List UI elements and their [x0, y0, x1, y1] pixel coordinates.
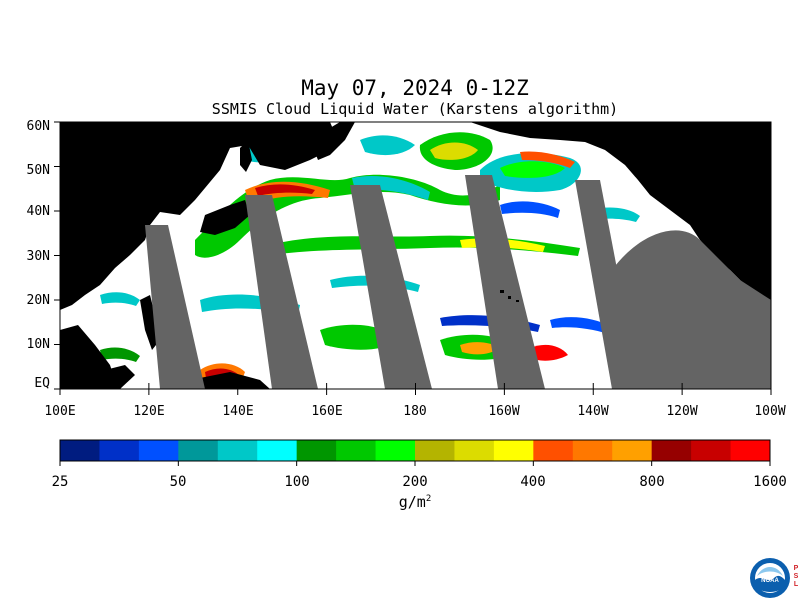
lon-label-160w: 160W — [488, 404, 520, 419]
lon-label-160e: 160E — [311, 404, 343, 419]
lon-label-140e: 140E — [222, 404, 254, 419]
noaa-logo[interactable]: NOAA — [748, 556, 792, 600]
lon-label-140w: 140W — [577, 404, 609, 419]
psl-letter: S — [794, 573, 799, 580]
lon-label-120w: 120W — [666, 404, 698, 419]
unit-text: g/m — [398, 493, 426, 511]
lon-label-100e: 100E — [44, 404, 76, 419]
colorbar-label-1600: 1600 — [753, 474, 787, 490]
lat-label-30n: 30N — [26, 249, 50, 264]
colorbar-unit: g/m2 — [399, 493, 432, 511]
psl-letter: L — [794, 581, 799, 588]
logo-text: NOAA — [761, 578, 779, 584]
colorbar-label-400: 400 — [520, 474, 546, 490]
islands — [500, 290, 519, 302]
lat-label-60n: 60N — [26, 119, 50, 134]
logo-sky — [757, 567, 783, 576]
colorbar-label-800: 800 — [639, 474, 665, 490]
colorbar-label-50: 50 — [169, 474, 187, 490]
map-subtitle: SSMIS Cloud Liquid Water (Karstens algor… — [211, 100, 619, 118]
no-data-swaths — [145, 175, 771, 389]
lat-label-50n: 50N — [26, 163, 50, 178]
logo-wave — [755, 575, 785, 592]
lon-label-120e: 120E — [133, 404, 165, 419]
lon-label-180: 180 — [403, 404, 427, 419]
psl-letter: P — [794, 565, 799, 572]
unit-superscript: 2 — [425, 494, 432, 504]
axis-ticks — [54, 121, 772, 395]
lat-label-20n: 20N — [26, 293, 50, 308]
lat-label-40n: 40N — [26, 204, 50, 219]
colorbar-label-25: 25 — [51, 474, 69, 490]
land-masses — [60, 122, 771, 389]
colorbar-label-100: 100 — [284, 474, 310, 490]
map-title: May 07, 2024 0-12Z — [301, 76, 529, 100]
lat-label-eq: EQ — [34, 376, 50, 391]
lon-label-100w: 100W — [754, 404, 786, 419]
lat-label-10n: 10N — [26, 337, 50, 352]
colorbar-label-200: 200 — [402, 474, 428, 490]
